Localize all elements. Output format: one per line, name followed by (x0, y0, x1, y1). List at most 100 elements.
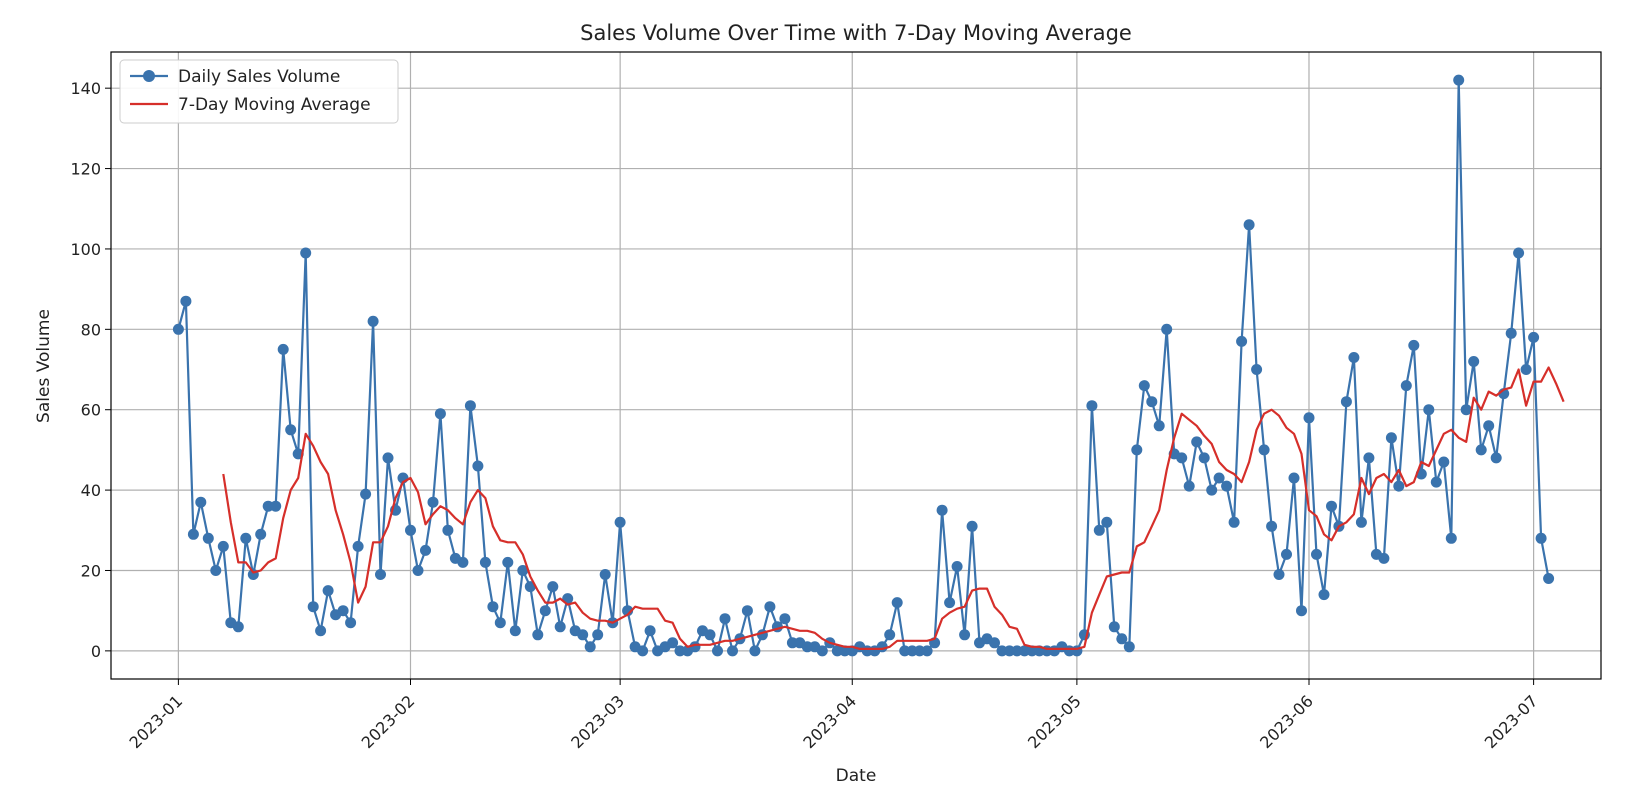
legend-frame (119, 59, 399, 124)
daily-sales-point (322, 585, 334, 597)
daily-sales-series (172, 74, 1555, 657)
y-tick-label: 20 (81, 561, 101, 580)
daily-sales-point (1108, 621, 1120, 633)
daily-sales-point (315, 625, 327, 637)
moving-average-series (222, 366, 1565, 651)
daily-sales-point (405, 524, 416, 536)
daily-sales-point (172, 323, 184, 335)
daily-sales-point (1528, 331, 1540, 343)
y-tick-label: 60 (81, 401, 101, 420)
daily-sales-point (487, 601, 499, 613)
daily-sales-point (1251, 364, 1263, 375)
daily-sales-point (285, 424, 297, 436)
y-tick-label: 140 (70, 79, 101, 98)
daily-sales-point (1408, 339, 1420, 351)
y-tick-label: 40 (81, 481, 101, 500)
daily-sales-point (337, 605, 349, 617)
daily-sales-point (472, 460, 484, 472)
daily-sales-point (345, 617, 357, 629)
y-tick-label: 0 (91, 642, 101, 661)
daily-sales-point (989, 637, 1000, 649)
daily-sales-point (532, 629, 544, 641)
daily-sales-point (1355, 516, 1367, 528)
daily-sales-point (1191, 436, 1203, 448)
daily-sales-point (382, 452, 394, 464)
daily-sales-point (240, 532, 252, 544)
daily-sales-point (1326, 500, 1337, 512)
daily-sales-point (779, 613, 791, 625)
daily-sales-point (367, 315, 379, 327)
daily-sales-point (1543, 573, 1555, 584)
daily-sales-point (217, 540, 229, 552)
daily-sales-point (584, 641, 596, 653)
daily-sales-point (195, 496, 207, 508)
y-tick-label: 80 (81, 320, 101, 339)
daily-sales-point (1520, 364, 1532, 375)
daily-sales-point (719, 613, 731, 625)
y-tick-label: 120 (70, 160, 101, 179)
daily-sales-point (1348, 352, 1360, 363)
daily-sales-point (360, 488, 372, 500)
daily-sales-point (1445, 532, 1457, 544)
daily-sales-point (479, 556, 491, 568)
daily-sales-point (457, 556, 469, 568)
daily-sales-point (442, 524, 454, 536)
daily-sales-point (202, 532, 214, 544)
daily-sales-point (764, 601, 776, 613)
daily-sales-point (1303, 412, 1315, 424)
legend-daily-label: Daily Sales Volume (178, 67, 340, 87)
daily-sales-point (1288, 472, 1300, 484)
daily-sales-point (1281, 548, 1292, 560)
daily-sales-point (704, 629, 716, 641)
daily-sales-point (1311, 548, 1322, 560)
daily-sales-point (622, 605, 634, 617)
daily-sales-point (1423, 404, 1435, 416)
daily-sales-point (420, 544, 431, 556)
daily-sales-point (1453, 74, 1465, 86)
daily-sales-point (1176, 452, 1188, 464)
daily-sales-point (599, 569, 611, 580)
daily-sales-point (966, 520, 978, 532)
daily-sales-point (614, 516, 626, 528)
daily-sales-point (1438, 456, 1450, 468)
daily-sales-point (1221, 480, 1233, 492)
daily-sales-point (1468, 356, 1480, 367)
daily-sales-point (375, 569, 386, 580)
daily-sales-point (1123, 641, 1135, 653)
daily-sales-point (517, 565, 529, 576)
daily-sales-point (884, 629, 896, 641)
daily-sales-point (427, 496, 439, 508)
daily-sales-point (921, 645, 933, 657)
daily-sales-point (1116, 633, 1128, 645)
x-axis-label: Date (836, 766, 877, 786)
chart-title: Sales Volume Over Time with 7-Day Moving… (580, 21, 1132, 45)
daily-sales-point (1505, 327, 1517, 339)
daily-sales-point (277, 343, 289, 355)
daily-sales-point (1138, 380, 1150, 392)
plot-frame (110, 51, 1602, 680)
daily-sales-point (1475, 444, 1487, 456)
daily-sales-point (1363, 452, 1375, 464)
daily-sales-point (1236, 335, 1248, 347)
daily-sales-point (936, 504, 948, 516)
daily-sales-point (891, 597, 903, 609)
daily-sales-point (1243, 219, 1255, 231)
y-axis-label: Sales Volume (34, 309, 54, 423)
daily-sales-point (270, 500, 282, 512)
daily-sales-point (180, 295, 192, 307)
daily-sales-point (307, 601, 319, 613)
daily-sales-point (187, 528, 199, 540)
daily-sales-point (1213, 472, 1225, 484)
daily-sales-point (554, 621, 566, 633)
daily-sales-point (494, 617, 506, 629)
daily-sales-point (1460, 404, 1472, 416)
daily-sales-point (1483, 420, 1495, 432)
daily-sales-point (1296, 605, 1307, 617)
daily-sales-point (1318, 589, 1330, 601)
daily-sales-point (539, 605, 551, 617)
daily-sales-point (1153, 420, 1165, 432)
daily-sales-point (547, 581, 559, 593)
daily-sales-point (502, 556, 514, 568)
daily-sales-point (644, 625, 656, 637)
